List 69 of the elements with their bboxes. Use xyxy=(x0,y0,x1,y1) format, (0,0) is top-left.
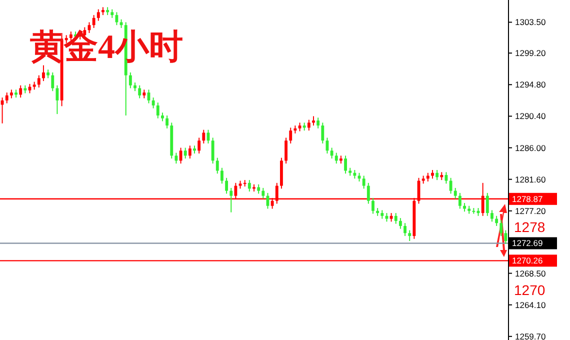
y-tick-label: 1290.40 xyxy=(515,111,546,122)
candlestick xyxy=(321,122,324,144)
candlestick xyxy=(184,147,187,160)
candlestick xyxy=(486,192,489,216)
candlestick xyxy=(372,197,374,214)
candlestick xyxy=(225,177,228,194)
y-tick-label: 1299.20 xyxy=(515,48,546,58)
candlestick xyxy=(458,192,462,210)
candlestick xyxy=(174,152,178,164)
candlestick xyxy=(504,230,508,244)
candlestick xyxy=(312,116,315,126)
candlestick xyxy=(289,127,292,144)
y-tick-label: 1277.20 xyxy=(515,206,546,216)
candlestick xyxy=(362,175,366,190)
candlestick xyxy=(307,119,310,132)
candlestick xyxy=(152,97,155,109)
candlestick xyxy=(216,157,219,174)
candlestick xyxy=(42,64,45,82)
ref-line-label: 1270.26 xyxy=(512,256,543,266)
candlestick xyxy=(408,230,412,242)
candlestick xyxy=(257,184,260,194)
candlestick xyxy=(230,187,233,213)
candlestick xyxy=(156,102,160,119)
candlestick xyxy=(202,129,206,144)
candlestick xyxy=(284,137,288,164)
candlestick xyxy=(0,97,4,124)
candlestick xyxy=(449,177,452,194)
candlestick xyxy=(454,187,457,200)
text: 1278 xyxy=(514,219,546,235)
candlestick xyxy=(344,155,347,174)
candlestick xyxy=(334,152,338,164)
candlestick xyxy=(56,84,59,115)
candlestick xyxy=(330,147,334,160)
candlestick xyxy=(394,212,398,224)
candlestick xyxy=(51,72,54,92)
candlestick xyxy=(436,170,439,181)
y-tick-label: 1264.10 xyxy=(515,300,546,310)
candlestick xyxy=(96,8,100,22)
candlestick xyxy=(198,137,201,154)
candlestick xyxy=(404,222,406,236)
candlestick xyxy=(128,72,132,89)
candlestick xyxy=(398,218,402,230)
y-tick-label: 1303.50 xyxy=(515,17,546,28)
candlestick xyxy=(211,137,214,164)
y-tick-label: 1259.70 xyxy=(515,331,546,340)
candlestick xyxy=(188,145,192,160)
candlestick xyxy=(37,74,40,88)
candlestick xyxy=(262,187,265,200)
candlestick xyxy=(92,14,96,28)
candlestick xyxy=(5,92,8,104)
y-tick-label: 1268.50 xyxy=(515,268,546,278)
candlestick xyxy=(220,167,224,184)
candlestick xyxy=(248,180,251,192)
candlestick xyxy=(366,182,370,204)
text: 1270 xyxy=(514,282,546,298)
candlestick xyxy=(495,215,498,226)
ref-line-label: 1272.69 xyxy=(512,238,543,248)
candlestick xyxy=(490,210,494,222)
y-tick-label: 1286.00 xyxy=(515,142,546,153)
candlestick xyxy=(115,12,118,26)
candlestick xyxy=(166,114,169,129)
candlestick xyxy=(500,220,503,236)
y-tick-label: 1281.60 xyxy=(515,174,546,184)
candlestick xyxy=(316,117,320,129)
candlestick xyxy=(138,84,142,99)
y-tick-label: 1294.80 xyxy=(515,80,546,90)
candlestick xyxy=(444,172,448,184)
ref-line-label: 1278.87 xyxy=(512,194,543,204)
candlestick xyxy=(19,84,22,98)
